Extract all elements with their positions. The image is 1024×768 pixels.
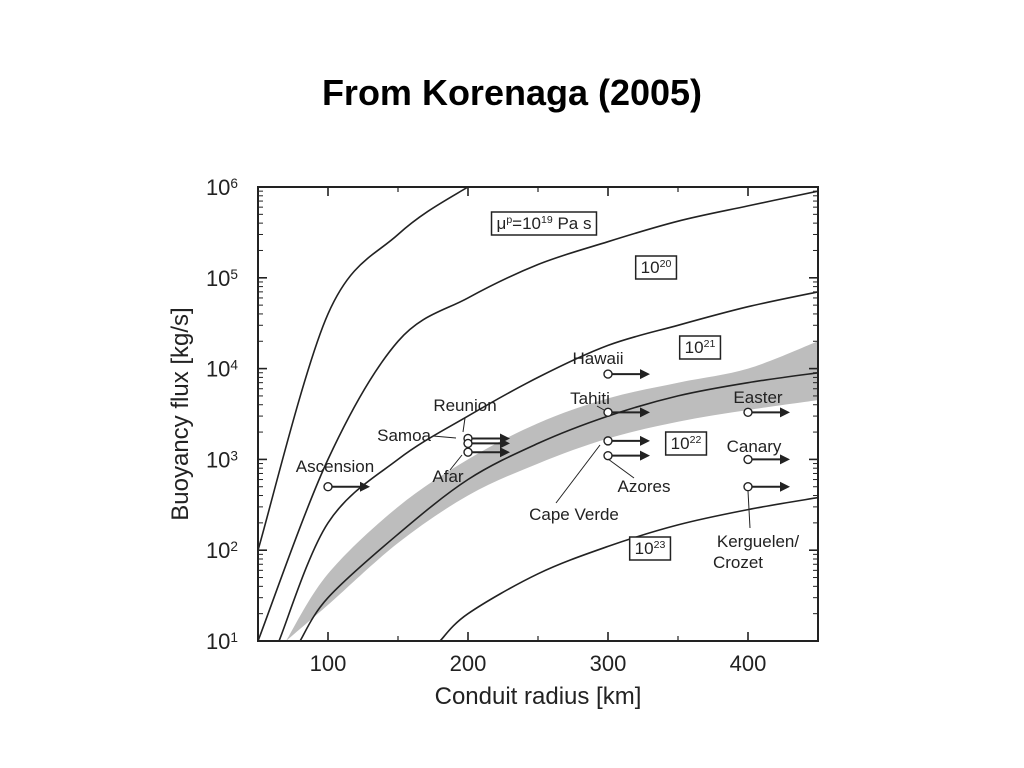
- curve-label-box-4: 1022: [666, 432, 707, 455]
- hotspot-label: Tahiti: [570, 389, 610, 408]
- hotspot-label: Hawaii: [572, 349, 623, 368]
- hotspot-arrow-head: [780, 482, 790, 492]
- hotspot-leader: [433, 436, 456, 438]
- hotspot-azores: Azores: [604, 451, 670, 496]
- curve-label-box-3: 1021: [680, 336, 721, 359]
- x-tick-label: 200: [450, 651, 487, 676]
- hotspot-easter: Easter: [733, 388, 790, 417]
- hotspot-canary: Canary: [727, 437, 790, 464]
- x-tick-label: 300: [590, 651, 627, 676]
- hotspot-marker: [744, 408, 752, 416]
- hotspot-label: Cape Verde: [529, 505, 619, 524]
- hotspot-label-line2: Crozet: [713, 553, 763, 572]
- hotspot-kerguelen: Kerguelen/Crozet: [713, 482, 799, 572]
- hotspot-marker: [604, 370, 612, 378]
- hotspot-label: Reunion: [433, 396, 496, 415]
- y-tick-label: 102: [206, 538, 238, 563]
- hotspot-marker: [604, 408, 612, 416]
- hotspot-marker: [464, 448, 472, 456]
- hotspot-marker: [604, 452, 612, 460]
- hotspot-leader: [608, 459, 634, 478]
- hotspot-label: Canary: [727, 437, 782, 456]
- hotspot-label: Kerguelen/: [717, 532, 800, 551]
- y-tick-label: 105: [206, 266, 238, 291]
- curve-label-box-5: 1023: [630, 537, 671, 560]
- hotspot-hawaii: Hawaii: [572, 349, 650, 379]
- curve-label-box-2: 1020: [636, 256, 677, 279]
- hotspot-ascension: Ascension: [296, 457, 374, 492]
- y-tick-label: 101: [206, 629, 238, 654]
- hotspot-label: Azores: [618, 477, 671, 496]
- x-tick-label: 100: [310, 651, 347, 676]
- hotspot-label: Ascension: [296, 457, 374, 476]
- hotspot-arrow-head: [640, 436, 650, 446]
- hotspot-marker: [324, 483, 332, 491]
- x-tick-label: 400: [730, 651, 767, 676]
- hotspot-reunion: Reunion: [433, 396, 510, 443]
- hotspot-label: Easter: [733, 388, 782, 407]
- hotspot-arrow-head: [640, 451, 650, 461]
- x-axis-label: Conduit radius [km]: [435, 683, 642, 710]
- y-tick-label: 103: [206, 447, 238, 472]
- y-axis-label: Buoyancy flux [kg/s]: [167, 307, 194, 520]
- y-tick-label: 104: [206, 357, 238, 382]
- hotspot-arrow-head: [780, 454, 790, 464]
- hotspot-marker: [604, 437, 612, 445]
- hotspot-leader: [463, 418, 465, 432]
- hotspot-arrow-head: [780, 407, 790, 417]
- hotspot-label: Samoa: [377, 426, 431, 445]
- hotspot-marker: [464, 439, 472, 447]
- hotspot-marker: [744, 483, 752, 491]
- hotspot-marker: [744, 455, 752, 463]
- curve-label-box-1: μp=1019 Pa s: [492, 212, 597, 235]
- hotspot-label: Afar: [432, 467, 464, 486]
- y-tick-label: 106: [206, 175, 238, 200]
- hotspot-arrow-head: [640, 369, 650, 379]
